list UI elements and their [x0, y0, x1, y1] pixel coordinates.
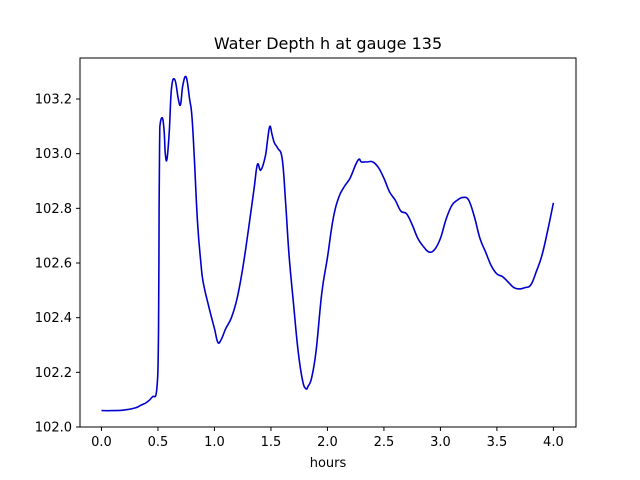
x-tick-label: 1.0 [204, 435, 225, 450]
x-tick-label: 2.0 [317, 435, 338, 450]
x-axis-label: hours [310, 456, 347, 471]
y-tick-label: 103.0 [35, 147, 72, 162]
y-tick-label: 102.2 [35, 366, 72, 381]
series-line [101, 75, 555, 412]
y-tick-label: 102.6 [35, 257, 72, 272]
x-tick-label: 3.5 [487, 435, 508, 450]
x-tick-label: 0.0 [91, 435, 112, 450]
plot-frame [79, 57, 577, 428]
x-tick-label: 4.0 [543, 435, 564, 450]
y-tick-label: 102.0 [35, 421, 72, 436]
y-tick-label: 102.8 [35, 202, 72, 217]
x-axis: 0.0 0.5 1.0 1.5 2.0 2.5 3.0 3.5 4.0 [91, 427, 564, 450]
y-tick-label: 103.2 [35, 93, 72, 108]
x-tick-label: 3.0 [430, 435, 451, 450]
chart-title: Water Depth h at gauge 135 [214, 34, 442, 53]
x-tick-label: 2.5 [374, 435, 395, 450]
x-tick-label: 1.5 [261, 435, 282, 450]
x-tick-label: 0.5 [148, 435, 169, 450]
y-tick-label: 102.4 [35, 311, 72, 326]
y-axis: 102.0 102.2 102.4 102.6 102.8 103.0 103.2 [35, 93, 80, 436]
series-layer [101, 75, 555, 412]
